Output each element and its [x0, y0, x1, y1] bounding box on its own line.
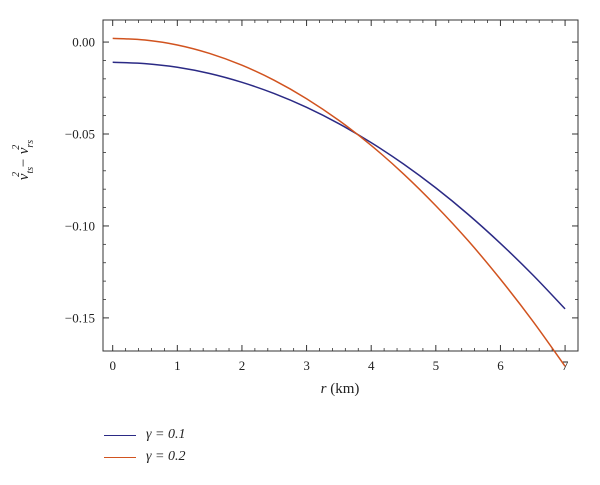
series-line-gamma-0.2	[112, 37, 566, 367]
x-axis-title: r (km)	[321, 381, 360, 397]
legend: γ = 0.1 γ = 0.2	[104, 424, 185, 468]
x-tick-label: 3	[303, 358, 310, 373]
legend-item-gamma-0.1: γ = 0.1	[104, 424, 185, 446]
legend-swatch-gamma-0.1	[104, 434, 136, 436]
x-tick-label: 5	[433, 358, 440, 373]
y-axis-title: vts2 − vrs2	[11, 140, 36, 181]
y-tick-labels: 0.00 −0.05 −0.10 −0.15	[65, 35, 95, 326]
series-line-gamma-0.1	[112, 61, 566, 310]
x-tick-label: 0	[109, 358, 116, 373]
x-tick-label: 2	[239, 358, 246, 373]
y-tick-label: −0.15	[65, 310, 95, 325]
y-tick-label: 0.00	[72, 35, 95, 50]
plot-frame	[102, 19, 579, 352]
legend-item-gamma-0.2: γ = 0.2	[104, 446, 185, 468]
legend-label-gamma-0.1: γ = 0.1	[146, 427, 186, 442]
legend-label-gamma-0.2: γ = 0.2	[146, 449, 186, 464]
x-tick-label: 6	[497, 358, 504, 373]
legend-swatch-gamma-0.2	[104, 456, 136, 458]
y-axis-title-text: vts2 − vrs2	[11, 140, 36, 181]
series-lines	[112, 37, 566, 367]
x-tick-label: 4	[368, 358, 375, 373]
y-tick-label: −0.10	[65, 218, 95, 233]
x-axis-variable: r	[321, 381, 327, 397]
x-axis-unit: (km)	[330, 381, 359, 397]
x-tick-label: 1	[174, 358, 181, 373]
y-tick-label: −0.05	[65, 127, 95, 142]
axis-ticks	[103, 20, 578, 351]
